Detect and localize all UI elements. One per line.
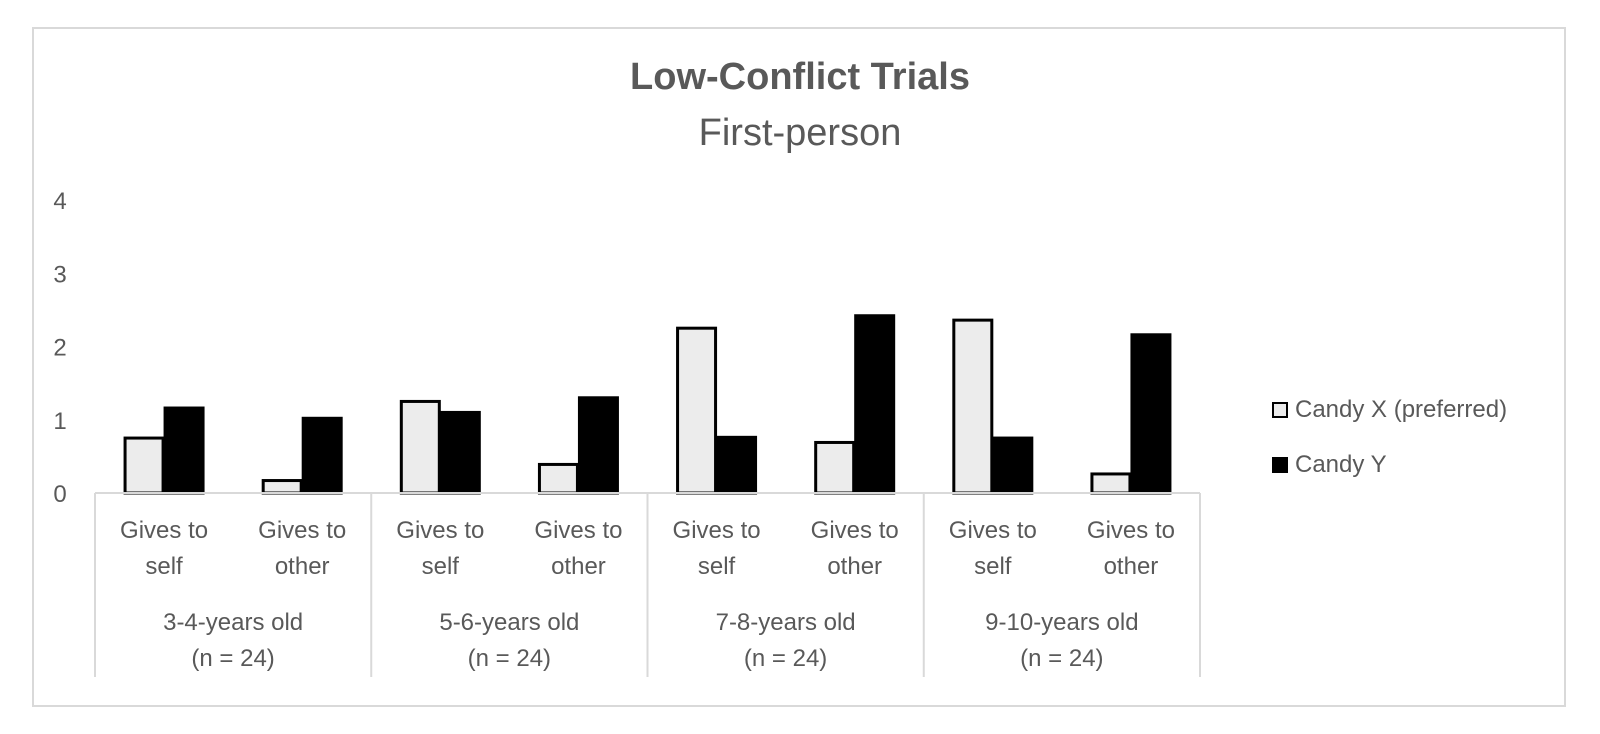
legend-label-candy-y: Candy Y bbox=[1295, 451, 1387, 478]
group-label-line1: 9-10-years old bbox=[985, 609, 1138, 636]
category-label-line1: Gives to bbox=[1087, 517, 1175, 544]
legend-swatch-candy-y bbox=[1272, 457, 1288, 473]
bar-candy-x bbox=[537, 462, 579, 495]
legend-label-candy-x: Candy X (preferred) bbox=[1295, 396, 1508, 423]
bar-candy-y bbox=[163, 406, 205, 495]
bar-candy-y bbox=[439, 410, 481, 495]
y-tick-label: 1 bbox=[53, 408, 66, 435]
group-label-line2: (n = 24) bbox=[744, 645, 827, 672]
group-label-line1: 3-4-years old bbox=[163, 609, 303, 636]
bar-candy-x bbox=[1090, 472, 1132, 495]
category-label-line1: Gives to bbox=[811, 517, 899, 544]
bar-candy-y bbox=[1130, 333, 1172, 495]
category-label-line2: other bbox=[275, 553, 330, 580]
bar-candy-x bbox=[814, 440, 856, 495]
category-label-line2: other bbox=[827, 553, 882, 580]
category-label-line1: Gives to bbox=[534, 517, 622, 544]
bar-candy-x bbox=[952, 318, 994, 495]
legend-item-candy-y: Candy Y bbox=[1272, 451, 1387, 479]
chart-frame bbox=[32, 27, 1566, 707]
category-label-line2: self bbox=[422, 553, 460, 580]
category-label-line2: other bbox=[551, 553, 606, 580]
chart-title: Low-Conflict Trials bbox=[630, 56, 970, 98]
bar-candy-y bbox=[992, 436, 1034, 495]
category-label-line1: Gives to bbox=[120, 517, 208, 544]
category-label-line1: Gives to bbox=[258, 517, 346, 544]
bar-candy-y bbox=[854, 314, 896, 495]
bar-candy-x bbox=[399, 399, 441, 495]
bar-candy-x bbox=[676, 326, 718, 495]
group-label-line2: (n = 24) bbox=[468, 645, 551, 672]
legend-swatch-candy-x bbox=[1272, 402, 1288, 418]
category-label-line2: self bbox=[698, 553, 736, 580]
category-label-line2: other bbox=[1104, 553, 1159, 580]
legend-item-candy-x: Candy X (preferred) bbox=[1272, 396, 1507, 424]
chart-subtitle: First-person bbox=[698, 112, 902, 154]
bar-candy-x bbox=[261, 479, 303, 495]
category-label-line2: self bbox=[145, 553, 183, 580]
y-tick-label: 0 bbox=[53, 481, 66, 508]
y-tick-label: 4 bbox=[53, 188, 66, 215]
group-label-line1: 7-8-years old bbox=[716, 609, 856, 636]
group-label-line1: 5-6-years old bbox=[439, 609, 579, 636]
bar-candy-y bbox=[716, 435, 758, 495]
category-label-line1: Gives to bbox=[949, 517, 1037, 544]
category-label-line1: Gives to bbox=[396, 517, 484, 544]
group-label-line2: (n = 24) bbox=[1020, 645, 1103, 672]
y-tick-label: 3 bbox=[53, 261, 66, 288]
category-label-line1: Gives to bbox=[673, 517, 761, 544]
bar-candy-y bbox=[577, 396, 619, 495]
category-label-line2: self bbox=[974, 553, 1012, 580]
bar-candy-x bbox=[123, 436, 165, 495]
group-label-line2: (n = 24) bbox=[191, 645, 274, 672]
bar-candy-y bbox=[301, 416, 343, 495]
y-tick-label: 2 bbox=[53, 335, 66, 362]
